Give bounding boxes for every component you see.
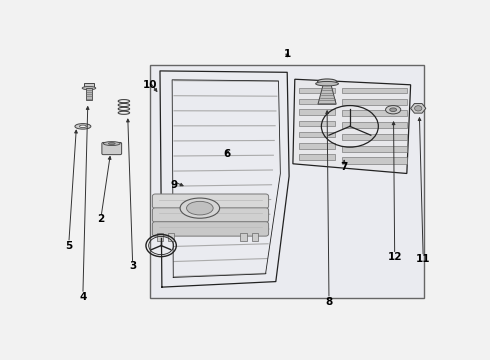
Bar (157, 233, 163, 240)
Ellipse shape (316, 81, 339, 86)
Ellipse shape (108, 143, 115, 144)
Polygon shape (298, 99, 335, 104)
Ellipse shape (79, 125, 86, 127)
Text: 12: 12 (388, 252, 402, 262)
Text: 2: 2 (98, 214, 105, 224)
Ellipse shape (390, 108, 396, 112)
Text: 1: 1 (284, 49, 291, 59)
Polygon shape (293, 79, 411, 174)
Bar (252, 233, 258, 240)
Polygon shape (298, 87, 335, 93)
Ellipse shape (75, 123, 91, 129)
Polygon shape (298, 132, 335, 138)
Text: 4: 4 (79, 292, 87, 302)
Bar (241, 233, 246, 240)
Ellipse shape (82, 86, 96, 90)
Text: 11: 11 (416, 255, 430, 264)
Polygon shape (342, 87, 407, 93)
Bar (150, 66, 424, 298)
Text: 9: 9 (171, 180, 178, 190)
Polygon shape (342, 122, 407, 128)
Bar (84, 82, 94, 88)
Text: 3: 3 (129, 261, 136, 271)
FancyBboxPatch shape (152, 194, 269, 208)
Polygon shape (298, 109, 335, 115)
Polygon shape (298, 154, 335, 160)
Polygon shape (342, 110, 407, 116)
Ellipse shape (180, 198, 220, 218)
Polygon shape (342, 146, 407, 152)
Polygon shape (342, 134, 407, 140)
Polygon shape (298, 121, 335, 126)
Text: 10: 10 (143, 80, 157, 90)
Polygon shape (318, 84, 336, 104)
Ellipse shape (187, 201, 213, 215)
Ellipse shape (386, 105, 401, 114)
Text: 6: 6 (223, 149, 231, 159)
Text: 7: 7 (341, 162, 348, 172)
Polygon shape (298, 143, 335, 149)
Ellipse shape (318, 79, 337, 84)
Text: 8: 8 (325, 297, 333, 307)
Circle shape (415, 106, 422, 111)
FancyBboxPatch shape (152, 222, 269, 236)
Bar (86, 88, 92, 100)
FancyBboxPatch shape (102, 143, 122, 155)
Polygon shape (342, 99, 407, 105)
Polygon shape (411, 104, 426, 113)
Polygon shape (342, 157, 407, 164)
FancyBboxPatch shape (152, 208, 269, 222)
Bar (169, 233, 174, 240)
Text: 5: 5 (65, 240, 73, 251)
Ellipse shape (103, 141, 120, 145)
